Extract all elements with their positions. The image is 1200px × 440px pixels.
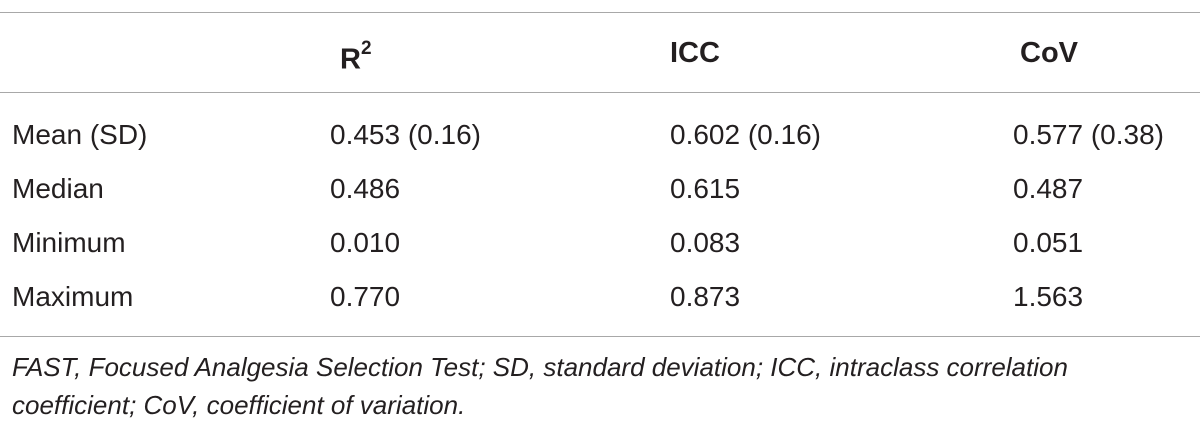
table-footnote: FAST, Focused Analgesia Selection Test; … bbox=[12, 352, 1068, 420]
cell-icc: 0.615 bbox=[670, 173, 741, 204]
cell-r-squared: 0.486 bbox=[330, 173, 401, 204]
row-label: Median bbox=[12, 173, 104, 204]
cell-icc: 0.602 (0.16) bbox=[670, 119, 821, 150]
row-label: Maximum bbox=[12, 281, 134, 312]
column-header-r-squared: R2 bbox=[340, 28, 372, 78]
cell-cov: 0.051 bbox=[1013, 227, 1084, 258]
cell-icc: 0.083 bbox=[670, 227, 741, 258]
table-header-rule bbox=[0, 92, 1200, 93]
cell-cov: 0.577 (0.38) bbox=[1013, 119, 1164, 150]
table-row: Mean (SD) 0.453 (0.16) 0.602 (0.16) 0.57… bbox=[0, 108, 1200, 162]
table-row: Maximum 0.770 0.873 1.563 bbox=[0, 270, 1200, 324]
table-row: Median 0.486 0.615 0.487 bbox=[0, 162, 1200, 216]
row-label: Minimum bbox=[12, 227, 126, 258]
cell-r-squared: 0.453 (0.16) bbox=[330, 119, 481, 150]
r-squared-superscript: 2 bbox=[360, 38, 372, 59]
row-label: Mean (SD) bbox=[12, 119, 148, 150]
column-header-cov: CoV bbox=[1020, 37, 1078, 69]
cell-r-squared: 0.010 bbox=[330, 227, 401, 258]
r-squared-base: R bbox=[340, 43, 361, 76]
table-top-rule bbox=[0, 12, 1200, 13]
cell-icc: 0.873 bbox=[670, 281, 741, 312]
cell-r-squared: 0.770 bbox=[330, 281, 401, 312]
table-row: Minimum 0.010 0.083 0.051 bbox=[0, 216, 1200, 270]
column-header-icc: ICC bbox=[670, 37, 720, 69]
table-bottom-rule bbox=[0, 336, 1200, 337]
cell-cov: 1.563 bbox=[1013, 281, 1084, 312]
cell-cov: 0.487 bbox=[1013, 173, 1084, 204]
